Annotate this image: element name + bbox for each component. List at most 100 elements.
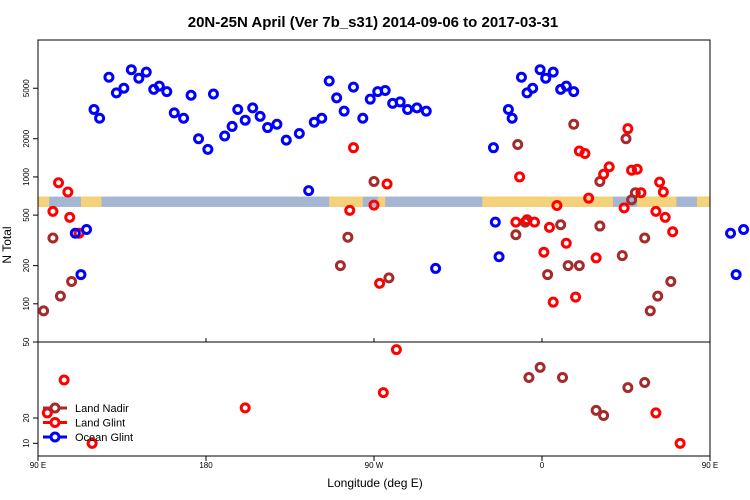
point-land-nadir <box>66 275 78 287</box>
point-land-glint <box>529 216 541 228</box>
point-ocean-glint <box>347 81 359 93</box>
point-ocean-glint <box>725 227 737 239</box>
y-tick-label: 10 <box>22 438 31 447</box>
point-land-nadir <box>523 371 535 383</box>
y-axis-lower: 10 20 50 <box>22 337 38 448</box>
point-ocean-glint <box>547 66 559 78</box>
point-land-glint <box>626 164 638 176</box>
point-land-nadir <box>629 187 641 199</box>
point-land-nadir <box>594 220 606 232</box>
point-land-nadir <box>342 231 354 243</box>
point-land-glint <box>654 176 666 188</box>
point-land-nadir <box>616 250 628 262</box>
land-span <box>38 196 50 207</box>
point-ocean-glint <box>103 71 115 83</box>
point-ocean-glint <box>81 224 93 236</box>
point-ocean-glint <box>364 93 376 105</box>
point-ocean-glint <box>125 64 137 76</box>
y-tick-label: 2000 <box>22 129 31 147</box>
point-land-nadir <box>555 219 567 231</box>
point-land-glint <box>377 387 389 399</box>
point-ocean-glint <box>94 112 106 124</box>
point-land-nadir <box>334 260 346 272</box>
y-axis-upper: 100 200 500 1000 2000 5000 <box>22 79 38 311</box>
point-land-glint <box>570 291 582 303</box>
point-ocean-glint <box>178 112 190 124</box>
legend-marker-land-nadir <box>49 402 61 414</box>
point-ocean-glint <box>379 84 391 96</box>
point-land-nadir <box>590 404 602 416</box>
point-land-glint <box>239 402 251 414</box>
point-ocean-glint <box>487 142 499 154</box>
legend-label-land-glint: Land Glint <box>75 418 125 430</box>
point-land-nadir <box>557 371 569 383</box>
point-ocean-glint <box>527 82 539 94</box>
x-axis: 90 E 180 90 W 0 90 E <box>30 338 718 470</box>
point-ocean-glint <box>430 262 442 274</box>
point-land-glint <box>551 200 563 212</box>
point-ocean-glint <box>202 143 214 155</box>
point-land-glint <box>86 437 98 449</box>
point-ocean-glint <box>502 103 514 115</box>
point-land-nadir <box>573 260 585 272</box>
point-ocean-glint <box>185 89 197 101</box>
point-land-nadir <box>652 290 664 302</box>
point-ocean-glint <box>394 96 406 108</box>
point-land-glint <box>650 407 662 419</box>
point-ocean-glint <box>420 105 432 117</box>
y-tick-label: 50 <box>22 337 31 346</box>
point-ocean-glint <box>161 86 173 98</box>
point-ocean-glint <box>303 185 315 197</box>
point-land-nadir <box>639 232 651 244</box>
point-land-glint <box>631 163 643 175</box>
point-land-nadir <box>512 139 524 151</box>
point-ocean-glint <box>168 107 180 119</box>
point-ocean-glint <box>411 102 423 114</box>
point-ocean-glint <box>118 82 130 94</box>
point-land-glint <box>374 277 386 289</box>
point-land-glint <box>64 211 76 223</box>
point-land-nadir <box>368 176 380 188</box>
point-land-nadir <box>622 382 634 394</box>
point-ocean-glint <box>140 66 152 78</box>
y-tick-label: 100 <box>22 297 31 311</box>
point-ocean-glint <box>75 269 87 281</box>
land-span <box>377 196 386 207</box>
x-tick-label: 0 <box>540 461 545 470</box>
point-land-glint <box>650 205 662 217</box>
point-ocean-glint <box>534 64 546 76</box>
point-land-glint <box>667 226 679 238</box>
point-land-nadir <box>54 290 66 302</box>
point-land-glint <box>62 186 74 198</box>
point-land-glint <box>390 344 402 356</box>
point-land-nadir <box>568 118 580 130</box>
legend-label-ocean-glint: Ocean Glint <box>75 432 133 444</box>
point-ocean-glint <box>316 112 328 124</box>
y-tick-label: 200 <box>22 258 31 272</box>
point-ocean-glint <box>730 269 742 281</box>
point-land-glint <box>514 171 526 183</box>
x-tick-label: 180 <box>199 461 213 470</box>
point-land-nadir <box>38 305 50 317</box>
point-land-nadir <box>639 377 651 389</box>
point-ocean-glint <box>219 130 231 142</box>
point-ocean-glint <box>323 75 335 87</box>
point-land-nadir <box>562 260 574 272</box>
point-ocean-glint <box>193 133 205 145</box>
point-ocean-glint <box>69 227 81 239</box>
point-land-glint <box>381 178 393 190</box>
point-ocean-glint <box>88 103 100 115</box>
point-land-glint <box>674 437 686 449</box>
point-land-glint <box>344 204 356 216</box>
point-ocean-glint <box>239 114 251 126</box>
point-land-nadir <box>598 409 610 421</box>
y-tick-label: 1000 <box>22 167 31 185</box>
point-ocean-glint <box>489 216 501 228</box>
point-land-nadir <box>47 232 59 244</box>
legend: Land Nadir Land Glint Ocean Glint <box>43 402 133 444</box>
legend-marker-land-glint <box>49 417 61 428</box>
chart-title: 20N-25N April (Ver 7b_s31) 2014-09-06 to… <box>188 14 558 31</box>
point-ocean-glint <box>331 92 343 104</box>
point-land-glint <box>510 216 522 228</box>
